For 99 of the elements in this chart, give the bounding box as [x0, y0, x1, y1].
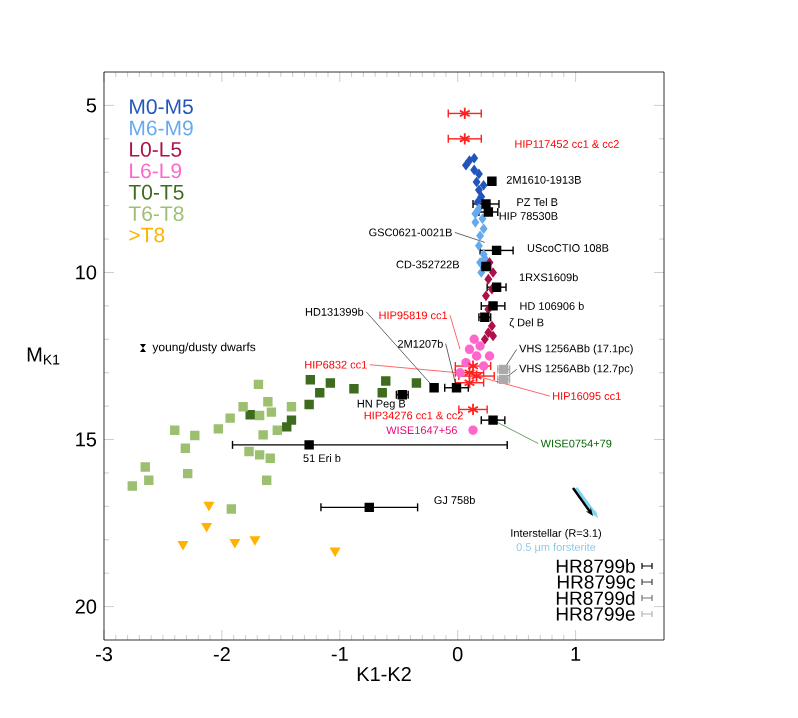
- point: [183, 468, 193, 479]
- point: [475, 241, 483, 251]
- point: [489, 331, 497, 341]
- point: [229, 538, 240, 548]
- x-tick-label: 0: [452, 647, 463, 662]
- text: T0-T5: [128, 184, 184, 200]
- y-tick-label: 5: [86, 98, 97, 113]
- point: [244, 446, 254, 457]
- point: [411, 378, 422, 388]
- point: [204, 501, 214, 511]
- point: [325, 378, 336, 388]
- point: [488, 321, 496, 331]
- point: [263, 397, 273, 407]
- x-tick-label: -3: [95, 647, 113, 662]
- point: [140, 462, 150, 472]
- point: [127, 481, 137, 491]
- annotation: HR8799b: [556, 559, 635, 573]
- point: [484, 351, 495, 361]
- point: [265, 453, 275, 463]
- text: M6-M9: [130, 120, 193, 136]
- point: [254, 410, 265, 421]
- y-tick-label: 20: [75, 599, 97, 614]
- point: [213, 424, 224, 434]
- point: [481, 334, 489, 344]
- point: [349, 384, 359, 394]
- point: [238, 402, 248, 412]
- point: [286, 402, 297, 412]
- point: [468, 425, 478, 435]
- point: [381, 376, 391, 386]
- point: [461, 357, 471, 368]
- point: [476, 231, 484, 241]
- point: [262, 475, 272, 485]
- point: [178, 540, 188, 550]
- point: [364, 502, 374, 513]
- x-tick-label: -2: [213, 647, 230, 662]
- point: [483, 207, 494, 217]
- point: [475, 169, 483, 179]
- point: [451, 383, 462, 393]
- point: [491, 245, 502, 256]
- x-axis-title: K1-K2: [357, 666, 411, 681]
- point: [282, 422, 292, 432]
- point: [471, 217, 480, 228]
- point: [484, 327, 493, 338]
- y-tick-label: 10: [76, 265, 97, 280]
- point: [254, 450, 265, 460]
- point: [475, 185, 483, 195]
- point: [304, 440, 314, 450]
- point: [491, 282, 502, 292]
- point: [190, 430, 200, 441]
- annotation: HR8799d: [556, 591, 635, 605]
- point: [253, 379, 264, 390]
- point: [462, 160, 470, 170]
- point: [475, 341, 485, 351]
- point: [304, 399, 314, 410]
- point: [489, 267, 497, 278]
- point: [429, 383, 439, 393]
- point: [470, 153, 478, 163]
- point: [250, 536, 260, 545]
- point: [488, 415, 498, 425]
- point: [465, 155, 474, 166]
- y-tick-label: 15: [76, 432, 97, 447]
- point: [258, 430, 268, 440]
- point: [272, 425, 283, 435]
- annotation: HR8799e: [556, 607, 635, 621]
- point: [471, 351, 482, 361]
- point: [479, 224, 488, 234]
- x-tick-label: 1: [571, 647, 581, 661]
- text: T6-T8: [128, 206, 184, 222]
- point: [377, 388, 387, 398]
- point: [469, 334, 479, 344]
- y-axis-title: M$_{K1}$: [27, 347, 60, 365]
- point: [484, 274, 493, 284]
- text: L6-L9: [130, 163, 182, 179]
- point: [225, 413, 235, 423]
- point: [245, 410, 255, 420]
- annotation: HR8799c: [557, 575, 636, 589]
- point: [201, 522, 212, 532]
- point: [473, 197, 482, 207]
- point: [477, 191, 486, 202]
- point: [472, 177, 481, 187]
- text: M0-M5: [130, 99, 193, 115]
- text: >T8: [129, 227, 165, 243]
- point: [330, 547, 340, 557]
- point: [479, 180, 488, 190]
- point: [180, 443, 191, 453]
- point: [464, 344, 475, 355]
- point: [226, 504, 237, 514]
- text: L0-L5: [130, 141, 182, 157]
- point: [470, 165, 478, 175]
- point: [144, 475, 154, 485]
- x-tick-label: -1: [331, 647, 348, 661]
- point: [266, 407, 277, 417]
- point: [315, 388, 325, 398]
- point: [488, 301, 498, 311]
- point: [481, 199, 491, 209]
- point: [305, 375, 316, 385]
- point: [286, 415, 297, 425]
- point: [482, 291, 490, 301]
- point: [170, 425, 180, 435]
